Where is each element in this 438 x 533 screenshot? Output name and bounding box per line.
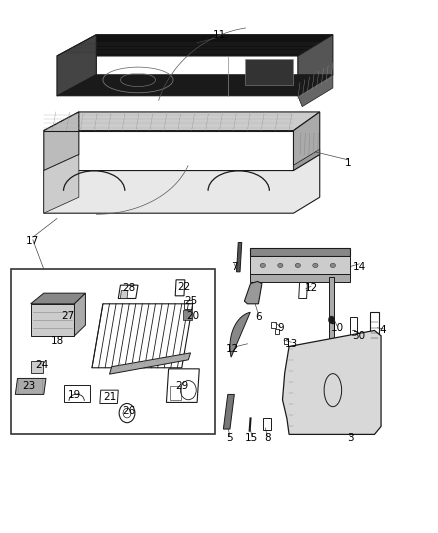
Bar bbox=[275, 329, 279, 334]
Polygon shape bbox=[230, 312, 250, 357]
Polygon shape bbox=[31, 293, 85, 304]
Bar bbox=[31, 361, 43, 373]
Polygon shape bbox=[44, 155, 320, 213]
Polygon shape bbox=[120, 290, 128, 298]
Text: 15: 15 bbox=[245, 433, 258, 443]
Text: 25: 25 bbox=[184, 296, 197, 306]
Polygon shape bbox=[223, 394, 234, 429]
Polygon shape bbox=[237, 243, 242, 272]
Polygon shape bbox=[15, 378, 46, 394]
Polygon shape bbox=[57, 35, 333, 56]
Text: 1: 1 bbox=[345, 158, 352, 167]
Bar bbox=[183, 310, 192, 320]
Text: 14: 14 bbox=[353, 262, 366, 271]
Text: 18: 18 bbox=[50, 336, 64, 346]
Bar bbox=[11, 269, 215, 434]
Bar bbox=[263, 418, 271, 430]
Text: 3: 3 bbox=[347, 433, 354, 443]
Text: 26: 26 bbox=[123, 407, 136, 416]
Polygon shape bbox=[110, 353, 191, 374]
Ellipse shape bbox=[260, 263, 265, 268]
Ellipse shape bbox=[313, 263, 318, 268]
Text: 4: 4 bbox=[380, 326, 387, 335]
Text: 20: 20 bbox=[186, 311, 199, 320]
Text: 28: 28 bbox=[123, 283, 136, 293]
Text: 12: 12 bbox=[226, 344, 239, 354]
Polygon shape bbox=[245, 59, 293, 85]
Ellipse shape bbox=[330, 263, 336, 268]
Ellipse shape bbox=[295, 263, 300, 268]
Polygon shape bbox=[57, 35, 96, 96]
Text: 24: 24 bbox=[35, 360, 48, 370]
Text: 10: 10 bbox=[331, 323, 344, 333]
Text: 30: 30 bbox=[353, 331, 366, 341]
Polygon shape bbox=[44, 112, 320, 131]
Polygon shape bbox=[293, 112, 320, 171]
Text: 6: 6 bbox=[255, 312, 262, 322]
Text: 5: 5 bbox=[226, 433, 233, 443]
Polygon shape bbox=[74, 293, 85, 336]
Polygon shape bbox=[250, 274, 350, 282]
Text: 23: 23 bbox=[22, 382, 35, 391]
Polygon shape bbox=[57, 75, 333, 96]
Bar bbox=[284, 338, 288, 344]
Polygon shape bbox=[283, 330, 381, 434]
Polygon shape bbox=[250, 256, 350, 274]
Polygon shape bbox=[44, 112, 79, 171]
Text: 13: 13 bbox=[285, 339, 298, 349]
Polygon shape bbox=[298, 35, 333, 96]
Polygon shape bbox=[329, 277, 334, 338]
Bar bbox=[170, 386, 181, 400]
Text: 11: 11 bbox=[212, 30, 226, 39]
Text: 19: 19 bbox=[68, 391, 81, 400]
Polygon shape bbox=[44, 155, 79, 213]
Text: 17: 17 bbox=[26, 236, 39, 246]
Ellipse shape bbox=[278, 263, 283, 268]
Text: 12: 12 bbox=[304, 283, 318, 293]
Text: 22: 22 bbox=[177, 282, 191, 292]
Text: 21: 21 bbox=[103, 392, 116, 402]
Circle shape bbox=[328, 316, 335, 324]
Polygon shape bbox=[31, 304, 74, 336]
Text: 8: 8 bbox=[264, 433, 271, 443]
Text: 7: 7 bbox=[231, 262, 238, 271]
Polygon shape bbox=[250, 248, 350, 256]
Text: 9: 9 bbox=[277, 323, 284, 333]
Text: 29: 29 bbox=[175, 382, 188, 391]
Polygon shape bbox=[298, 75, 333, 107]
Text: 27: 27 bbox=[61, 311, 74, 320]
Polygon shape bbox=[293, 149, 320, 171]
Bar bbox=[271, 322, 276, 328]
Bar bbox=[184, 300, 192, 309]
Polygon shape bbox=[244, 281, 262, 304]
